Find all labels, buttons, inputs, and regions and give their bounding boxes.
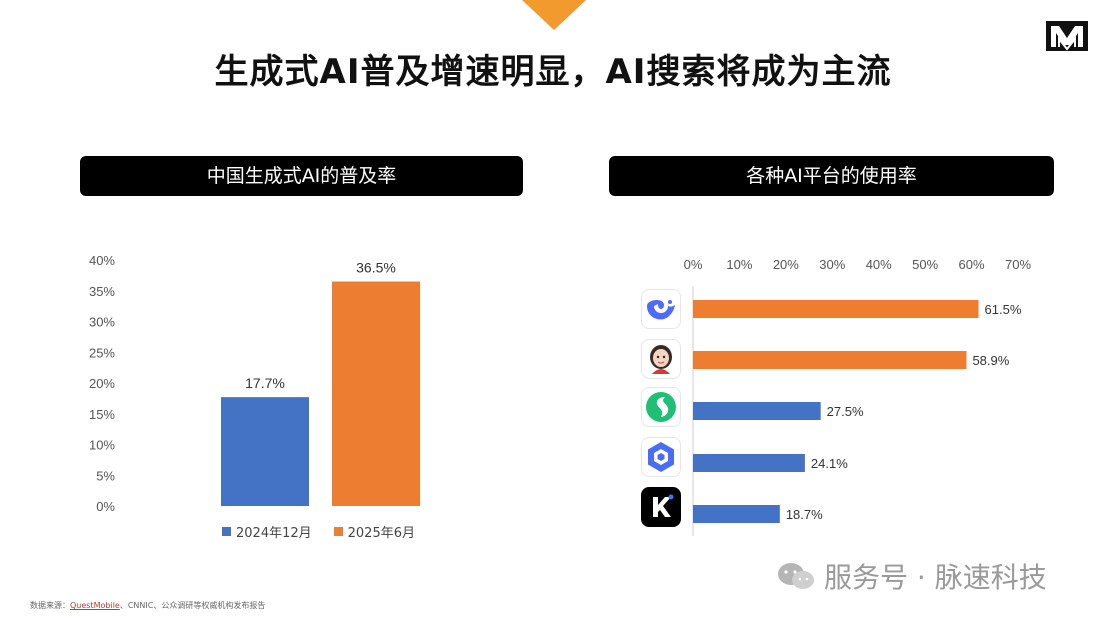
hbar-data-label: 18.7% bbox=[786, 507, 823, 522]
hbar-data-label: 61.5% bbox=[985, 302, 1022, 317]
legend-swatch-blue bbox=[222, 527, 231, 536]
vertical-bar-chart: 0% 5% 10% 15% 20% 25% 30% 35% 40% 17.7% 36.5% bbox=[89, 253, 420, 514]
hbar-data-label: 58.9% bbox=[972, 353, 1009, 368]
left-panel-title: 中国生成式AI的普及率 bbox=[80, 156, 523, 196]
hbar-data-label: 24.1% bbox=[811, 456, 848, 471]
wechat-icon bbox=[778, 563, 814, 589]
y-tick-label: 30% bbox=[89, 315, 115, 330]
legend-label-2024: 2024年12月 bbox=[236, 526, 312, 541]
yuanbao-icon bbox=[641, 387, 681, 427]
bar bbox=[332, 281, 420, 506]
x-tick-label: 70% bbox=[1005, 257, 1031, 272]
watermark-text: 服务号 · 脉速科技 bbox=[824, 561, 1047, 594]
y-tick-label: 20% bbox=[89, 376, 115, 391]
bar bbox=[221, 397, 309, 506]
y-tick-label: 35% bbox=[89, 284, 115, 299]
bar-data-label: 17.7% bbox=[245, 375, 285, 391]
right-panel-title: 各种AI平台的使用率 bbox=[609, 156, 1054, 196]
x-tick-label: 40% bbox=[866, 257, 892, 272]
hbar bbox=[693, 505, 780, 523]
legend-item-2025: 2025年6月 bbox=[333, 522, 415, 541]
top-triangle-decoration bbox=[522, 0, 586, 30]
y-tick-label: 25% bbox=[89, 345, 115, 360]
x-tick-label: 0% bbox=[684, 257, 703, 272]
logo-icon bbox=[1046, 21, 1088, 51]
source-rest: 、CNNIC、公众调研等权威机构发布报告 bbox=[119, 601, 266, 610]
x-tick-label: 50% bbox=[912, 257, 938, 272]
page-title: 生成式AI普及增速明显，AI搜索将成为主流 bbox=[214, 52, 892, 92]
hbar-data-label: 27.5% bbox=[827, 404, 864, 419]
y-tick-label: 0% bbox=[96, 499, 115, 514]
bar-data-label: 36.5% bbox=[356, 260, 396, 276]
hbar bbox=[693, 454, 805, 472]
source-prefix: 数据来源： bbox=[30, 601, 70, 610]
watermark: 服务号 · 脉速科技 bbox=[776, 556, 1047, 596]
deepseek-icon bbox=[641, 289, 681, 329]
tongyi-icon bbox=[641, 437, 681, 477]
y-tick-label: 40% bbox=[89, 253, 115, 268]
y-tick-label: 15% bbox=[89, 407, 115, 422]
kimi-icon bbox=[641, 487, 681, 527]
legend-label-2025: 2025年6月 bbox=[347, 526, 415, 541]
chart-legend: 2024年12月 2025年6月 bbox=[222, 522, 415, 541]
legend-item-2024: 2024年12月 bbox=[222, 522, 312, 541]
hbar bbox=[693, 402, 821, 420]
doubao-icon bbox=[641, 339, 681, 379]
source-note: 数据来源：QuestMobile、CNNIC、公众调研等权威机构发布报告 bbox=[30, 600, 265, 611]
source-link[interactable]: QuestMobile bbox=[70, 601, 120, 610]
x-tick-label: 20% bbox=[773, 257, 799, 272]
hbar bbox=[693, 300, 979, 318]
x-tick-label: 30% bbox=[819, 257, 845, 272]
x-tick-label: 10% bbox=[726, 257, 752, 272]
legend-swatch-orange bbox=[333, 527, 343, 536]
y-tick-label: 10% bbox=[89, 438, 115, 453]
y-tick-label: 5% bbox=[96, 468, 115, 483]
x-tick-label: 60% bbox=[959, 257, 985, 272]
hbar bbox=[693, 351, 967, 369]
horizontal-bar-chart: 0% 10% 20% 30% 40% 50% 60% 70% 61.5% 58.9% 27.5% 24… bbox=[684, 257, 1031, 536]
